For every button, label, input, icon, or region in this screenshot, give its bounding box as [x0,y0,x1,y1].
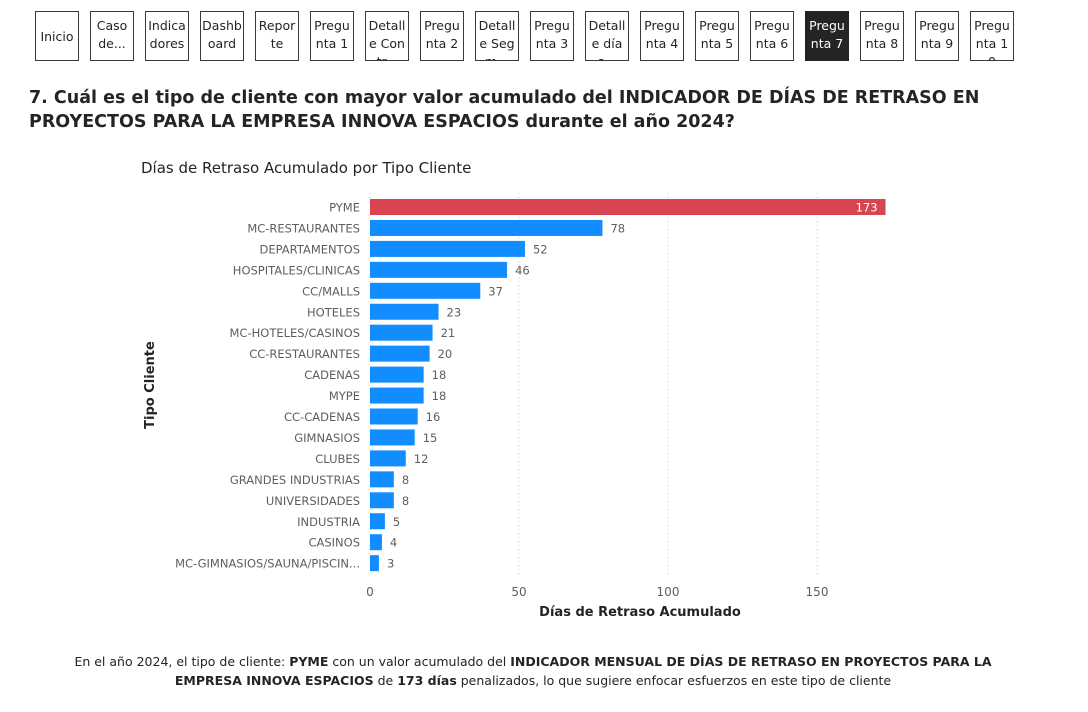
bar[interactable] [370,471,394,488]
bar[interactable] [370,366,424,383]
data-label: 173 [856,201,878,215]
bar-chart: PYME MC-RESTAURANTES DEPARTAMENTOS HOSPITAL… [143,193,886,620]
nav-button-4[interactable]: Dashboard [200,11,244,61]
data-label: 52 [533,242,548,256]
footer-indicator: INDICADOR MENSUAL DE DÍAS DE RETRASO EN … [174,654,992,688]
footer-client: PYME [289,654,329,669]
category-label: CASINOS [308,536,360,550]
data-label: 18 [432,368,447,382]
nav-button-15[interactable]: Pregunta 7 [805,11,849,61]
data-label: 16 [426,410,441,424]
nav-button-10[interactable]: Pregunta 3 [530,11,574,61]
data-label: 15 [423,431,438,445]
data-label: 3 [387,557,394,571]
data-label: 18 [432,389,447,403]
y-axis-label: Tipo Cliente [143,341,158,429]
data-label: 46 [515,263,530,277]
bar[interactable] [370,450,406,467]
nav-button-11[interactable]: Detalle días... [585,11,629,61]
category-label: PYME [329,201,360,215]
chart-bars [370,199,886,572]
category-label: UNIVERSIDADES [266,494,360,508]
data-label: 20 [438,347,453,361]
bar[interactable] [370,534,382,551]
nav-button-8[interactable]: Pregunta 2 [420,11,464,61]
bar[interactable] [370,303,439,320]
footer-part3: de [373,673,398,688]
nav-button-9[interactable]: Detalle Segm... [475,11,519,61]
data-label: 78 [610,221,625,235]
category-label: GRANDES INDUSTRIAS [230,473,360,487]
bar[interactable] [370,240,525,257]
footer-part1: En el año 2024, el tipo de cliente: [74,654,290,669]
category-label: GIMNASIOS [294,431,360,445]
nav-button-7[interactable]: Detalle Contr... [365,11,409,61]
nav-button-12[interactable]: Pregunta 4 [640,11,684,61]
data-label: 4 [390,536,397,550]
x-axis-ticks: 0 50 100 150 [366,585,828,599]
bar[interactable] [370,555,379,572]
category-label: MC-RESTAURANTES [247,221,360,235]
data-label: 8 [402,494,409,508]
category-label: CC-CADENAS [284,410,360,424]
bar[interactable] [370,513,385,530]
chart-title: Días de Retraso Acumulado por Tipo Clien… [141,159,472,177]
category-label: MYPE [329,389,360,403]
category-label: MC-HOTELES/CASINOS [230,326,360,340]
nav-button-3[interactable]: Indicadores [145,11,189,61]
x-tick-label: 150 [806,585,829,599]
x-axis-label: Días de Retraso Acumulado [539,605,741,620]
data-label: 23 [447,305,462,319]
category-label: CC/MALLS [302,284,360,298]
footer-part2: con un valor acumulado del [328,654,511,669]
data-label: 37 [488,284,503,298]
category-label: DEPARTAMENTOS [259,242,360,256]
category-label: HOSPITALES/CLINICAS [233,263,360,277]
bar[interactable] [370,408,418,425]
nav-button-1[interactable]: Inicio [35,11,79,61]
nav-button-5[interactable]: Reporte [255,11,299,61]
nav-button-2[interactable]: Caso de... [90,11,134,61]
category-labels: PYME MC-RESTAURANTES DEPARTAMENTOS HOSPITAL… [175,201,360,571]
bar[interactable] [370,429,415,446]
nav-button-18[interactable]: Pregunta 10 [970,11,1014,61]
x-tick-label: 50 [511,585,526,599]
nav-button-6[interactable]: Pregunta 1 [310,11,354,61]
bar[interactable] [370,492,394,509]
category-label: CADENAS [304,368,360,382]
bar[interactable] [370,345,430,362]
bar[interactable] [370,199,886,215]
nav-button-14[interactable]: Pregunta 6 [750,11,794,61]
bar[interactable] [370,324,433,341]
data-label: 8 [402,473,409,487]
nav-button-17[interactable]: Pregunta 9 [915,11,959,61]
bar[interactable] [370,282,481,299]
nav-button-13[interactable]: Pregunta 5 [695,11,739,61]
bar[interactable] [370,261,508,278]
question-title: 7. Cuál es el tipo de cliente con mayor … [29,88,980,132]
data-label: 5 [393,515,400,529]
data-label: 21 [441,326,456,340]
category-label: HOTELES [307,305,360,319]
data-label: 12 [414,452,429,466]
bar[interactable] [370,387,424,404]
footer-part4: penalizados, lo que sugiere enfocar esfu… [456,673,892,688]
footer-value: 173 días [397,673,457,688]
bar[interactable] [370,219,603,236]
x-tick-label: 100 [657,585,680,599]
category-label: MC-GIMNASIOS/SAUNA/PISCIN... [175,557,360,571]
nav-button-16[interactable]: Pregunta 8 [860,11,904,61]
x-tick-label: 0 [366,585,374,599]
category-label: CC-RESTAURANTES [249,347,360,361]
conclusion-text: En el año 2024, el tipo de cliente: PYME… [50,652,1016,690]
category-label: INDUSTRIA [297,515,360,529]
category-label: CLUBES [315,452,360,466]
